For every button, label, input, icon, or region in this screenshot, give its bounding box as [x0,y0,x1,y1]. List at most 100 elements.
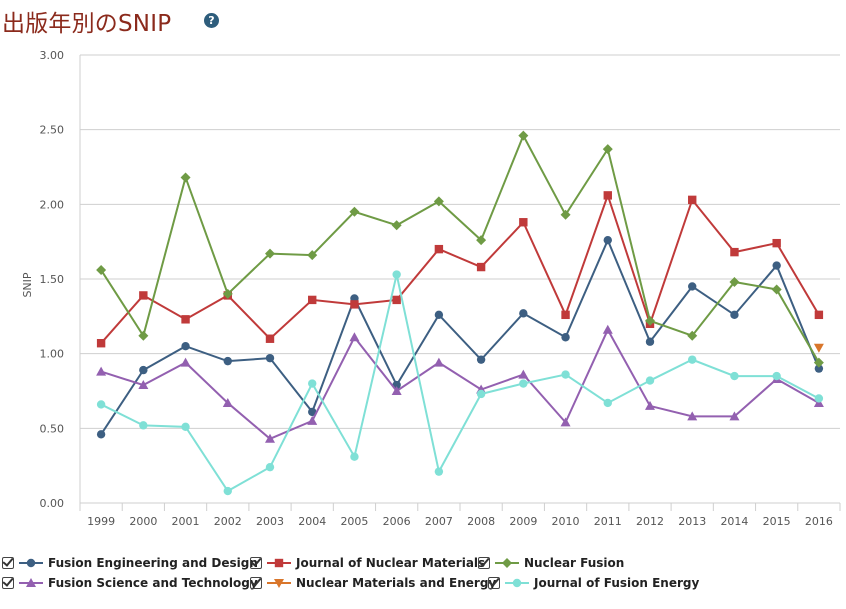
data-point[interactable] [687,411,698,421]
data-point[interactable] [603,398,612,408]
data-point[interactable] [518,130,529,141]
data-point[interactable] [138,330,149,341]
data-point[interactable] [139,421,148,430]
data-point[interactable] [730,247,739,257]
data-point[interactable] [96,430,106,439]
data-point[interactable] [561,310,570,320]
data-point[interactable] [222,288,233,299]
data-point[interactable] [350,452,359,461]
data-point[interactable] [308,295,317,305]
data-point[interactable] [392,295,401,305]
legend-checkbox[interactable] [478,557,490,569]
legend-item[interactable]: Journal of Nuclear Materials [250,556,485,570]
legend-marker[interactable] [502,558,512,568]
data-point[interactable] [434,310,444,320]
legend-item[interactable]: Fusion Engineering and Design [2,556,258,570]
data-point[interactable] [688,282,697,291]
data-point[interactable] [772,238,781,248]
legend-checkbox[interactable] [250,557,262,569]
legend-checkbox[interactable] [488,577,500,589]
data-point[interactable] [96,366,107,376]
data-point[interactable] [561,333,570,342]
data-point[interactable] [603,235,612,245]
data-point[interactable] [645,400,655,410]
legend-marker[interactable] [512,578,522,588]
data-point[interactable] [223,356,232,366]
data-point[interactable] [434,467,444,476]
data-point[interactable] [181,422,190,432]
data-point[interactable] [307,415,318,425]
data-point[interactable] [519,309,528,318]
data-point[interactable] [814,394,824,403]
legend-checkbox[interactable] [2,577,14,589]
data-point[interactable] [349,332,360,342]
data-point[interactable] [433,357,444,367]
data-point[interactable] [308,407,317,417]
data-point[interactable] [687,330,698,341]
legend-marker[interactable] [274,558,284,568]
data-point[interactable] [603,191,612,200]
data-point[interactable] [476,262,486,272]
legend-marker[interactable] [274,579,284,588]
data-point[interactable] [560,209,571,220]
data-point[interactable] [813,343,824,353]
data-point[interactable] [645,315,655,326]
data-point[interactable] [730,310,739,320]
data-point[interactable] [688,195,697,205]
data-point[interactable] [814,364,824,373]
legend-item[interactable]: Fusion Science and Technology [2,576,258,590]
legend-marker[interactable] [26,578,36,587]
data-point[interactable] [350,300,359,309]
legend-item[interactable]: Nuclear Materials and Energy [250,576,496,590]
data-point[interactable] [96,339,106,348]
data-point[interactable] [180,357,191,367]
data-point[interactable] [307,250,318,261]
data-point[interactable] [519,379,528,388]
data-point[interactable] [139,365,148,375]
help-icon[interactable]: ? [204,13,219,28]
data-point[interactable] [265,353,275,363]
data-point[interactable] [729,411,740,421]
data-point[interactable] [518,369,529,379]
data-point[interactable] [181,342,190,351]
data-point[interactable] [391,220,402,231]
data-point[interactable] [265,248,275,259]
data-point[interactable] [645,376,655,385]
data-point[interactable] [434,244,444,254]
data-point[interactable] [223,486,232,496]
data-point[interactable] [139,291,148,300]
data-point[interactable] [181,315,190,324]
data-point[interactable] [602,144,613,155]
data-point[interactable] [476,355,486,364]
data-point[interactable] [772,371,781,381]
data-point[interactable] [772,261,781,270]
data-point[interactable] [349,206,360,217]
data-point[interactable] [560,417,571,427]
data-point[interactable] [602,324,613,334]
legend-checkbox[interactable] [2,557,14,569]
data-point[interactable] [391,386,402,395]
legend-checkbox[interactable] [250,577,262,589]
legend-marker[interactable] [26,558,36,568]
data-point[interactable] [814,310,824,320]
data-point[interactable] [222,397,233,407]
data-point[interactable] [308,379,317,388]
data-point[interactable] [476,235,487,246]
data-point[interactable] [138,380,149,390]
legend-item[interactable]: Nuclear Fusion [478,556,624,570]
data-point[interactable] [730,371,739,381]
data-point[interactable] [561,370,570,379]
data-point[interactable] [729,276,740,287]
data-point[interactable] [688,355,697,364]
data-point[interactable] [392,270,401,279]
data-point[interactable] [96,400,106,409]
data-point[interactable] [265,433,275,443]
data-point[interactable] [433,196,444,207]
data-point[interactable] [771,284,782,295]
data-point[interactable] [265,334,275,343]
data-point[interactable] [265,462,275,472]
data-point[interactable] [645,337,655,346]
data-point[interactable] [813,357,824,368]
data-point[interactable] [96,265,107,276]
data-point[interactable] [180,172,191,183]
